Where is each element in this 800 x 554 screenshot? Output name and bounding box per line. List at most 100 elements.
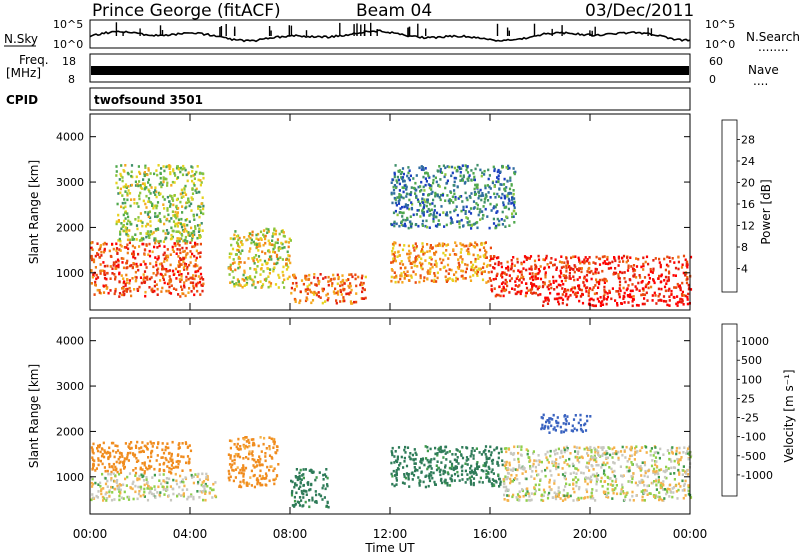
data-cell xyxy=(652,278,655,281)
data-cell xyxy=(249,476,252,479)
data-cell xyxy=(679,297,682,301)
data-cell xyxy=(483,169,486,173)
data-cell xyxy=(107,291,110,295)
data-cell xyxy=(201,481,204,484)
data-cell xyxy=(597,300,601,303)
data-cell xyxy=(657,475,660,479)
data-cell xyxy=(470,169,473,172)
data-cell xyxy=(575,472,578,475)
data-cell xyxy=(684,258,687,262)
data-cell xyxy=(435,262,438,265)
data-cell xyxy=(480,243,483,246)
data-cell xyxy=(174,244,177,248)
data-cell xyxy=(663,257,666,261)
data-cell xyxy=(169,203,172,206)
data-cell xyxy=(496,272,499,276)
data-cell xyxy=(163,207,166,210)
data-cell xyxy=(663,475,667,479)
data-cell xyxy=(545,256,548,260)
data-cell xyxy=(271,457,274,460)
data-cell xyxy=(605,298,609,301)
data-cell xyxy=(143,444,146,448)
data-cell xyxy=(251,454,254,457)
data-cell xyxy=(439,268,442,271)
data-cell xyxy=(447,277,450,281)
data-cell xyxy=(152,494,155,497)
data-cell xyxy=(559,284,562,287)
data-cell xyxy=(422,253,425,256)
data-cell xyxy=(594,284,597,287)
data-cell xyxy=(503,447,507,450)
data-cell xyxy=(453,273,456,276)
data-cell xyxy=(113,273,116,276)
data-cell xyxy=(456,185,459,188)
data-cell xyxy=(169,292,173,295)
data-cell xyxy=(177,293,180,296)
data-cell xyxy=(491,478,494,481)
data-cell xyxy=(651,299,654,302)
data-cell xyxy=(149,490,152,493)
data-cell xyxy=(502,480,505,484)
data-cell xyxy=(576,278,579,281)
data-cell xyxy=(152,206,155,210)
data-cell xyxy=(597,463,600,467)
data-cell xyxy=(286,277,289,281)
data-cell xyxy=(595,255,598,259)
x-tick-label: 16:00 xyxy=(473,527,508,541)
data-cell xyxy=(119,488,122,492)
data-cell xyxy=(400,171,404,174)
data-cell xyxy=(644,285,647,289)
data-cell xyxy=(589,480,592,484)
data-cell xyxy=(104,492,107,496)
data-cell xyxy=(477,196,480,200)
data-cell xyxy=(485,458,488,461)
data-cell xyxy=(190,276,193,280)
data-cell xyxy=(554,497,558,501)
data-cell xyxy=(160,185,163,189)
data-cell xyxy=(439,167,442,171)
data-cell xyxy=(235,235,239,238)
data-cell xyxy=(578,276,581,279)
data-cell xyxy=(567,265,570,269)
data-cell xyxy=(350,302,353,305)
data-cell xyxy=(675,490,678,493)
data-cell xyxy=(547,426,550,430)
data-cell xyxy=(133,198,136,201)
data-cell xyxy=(567,422,570,425)
data-cell xyxy=(454,208,457,211)
data-cell xyxy=(170,217,173,220)
data-cell xyxy=(406,216,409,220)
data-cell xyxy=(241,243,244,247)
data-cell xyxy=(391,252,394,256)
data-cell xyxy=(149,172,152,175)
data-cell xyxy=(483,198,486,201)
data-cell xyxy=(315,476,318,479)
data-cell xyxy=(163,260,166,263)
data-cell xyxy=(512,215,515,218)
data-cell xyxy=(581,260,584,264)
data-cell xyxy=(311,496,314,500)
data-cell xyxy=(152,191,155,194)
data-cell xyxy=(148,254,152,258)
data-cell xyxy=(519,292,522,296)
data-cell xyxy=(578,299,581,303)
data-cell xyxy=(143,270,147,273)
data-cell xyxy=(186,201,189,204)
data-cell xyxy=(487,271,490,274)
data-cell xyxy=(414,257,417,260)
data-cell xyxy=(187,171,190,174)
data-cell xyxy=(671,452,674,455)
data-cell xyxy=(642,489,645,492)
data-cell xyxy=(430,279,433,283)
data-cell xyxy=(477,190,480,194)
data-cell xyxy=(229,457,232,460)
data-cell xyxy=(434,483,437,486)
data-cell xyxy=(242,478,245,482)
data-cell xyxy=(302,282,305,286)
data-cell xyxy=(312,293,316,296)
data-cell xyxy=(200,222,203,225)
data-cell xyxy=(158,244,161,248)
data-cell xyxy=(393,271,396,274)
data-cell xyxy=(630,461,633,464)
data-cell xyxy=(477,257,480,260)
